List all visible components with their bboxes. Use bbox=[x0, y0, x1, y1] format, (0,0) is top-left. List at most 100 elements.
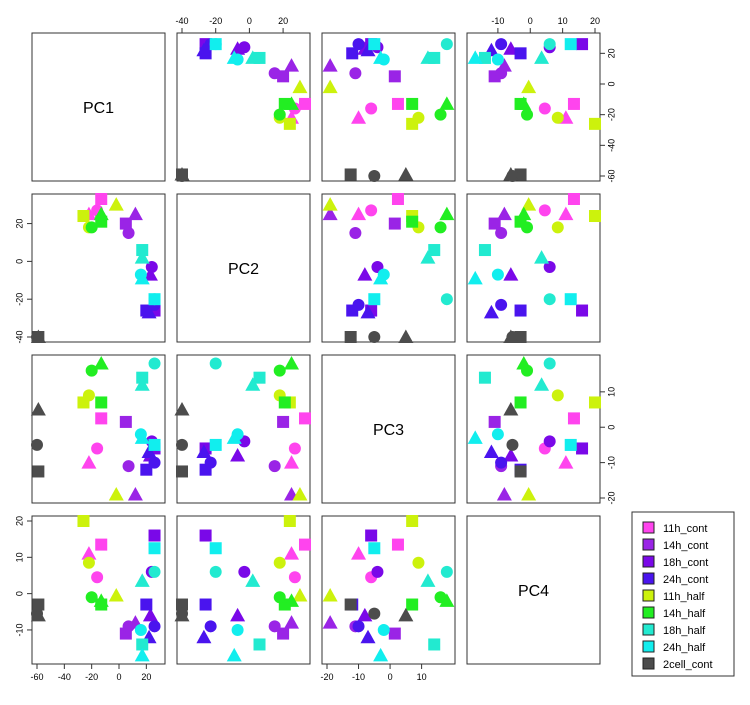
legend-label-18h_cont: 18h_cont bbox=[663, 557, 708, 569]
point-14h_cont-circle-pc3-pc1 bbox=[349, 67, 362, 80]
point-24h_cont-square-pc1-pc4 bbox=[140, 598, 153, 611]
point-2cell_cont-square-pc1-pc3 bbox=[32, 465, 45, 478]
point-18h_cont-circle-pc4-pc2 bbox=[543, 261, 556, 274]
y-tick-label-pc1: -60 bbox=[606, 169, 616, 182]
point-24h_half-square-pc4-pc3 bbox=[564, 438, 577, 451]
x-tick-label-pc1: 20 bbox=[141, 672, 151, 682]
point-2cell_cont-triangle-pc4-pc1 bbox=[503, 166, 519, 181]
point-24h_cont-triangle-pc2-pc1 bbox=[196, 42, 212, 57]
point-24h_half-square-pc1-pc2 bbox=[148, 293, 161, 306]
point-11h_half-triangle-pc1-pc4 bbox=[108, 587, 124, 602]
point-24h_half-square-pc1-pc4 bbox=[148, 542, 161, 555]
diagonal-label-pc4: PC4 bbox=[518, 583, 549, 600]
point-24h_half-triangle-pc4-pc2 bbox=[467, 270, 483, 285]
y-tick-label-pc4: 0 bbox=[14, 591, 24, 596]
x-tick-label-pc1: 0 bbox=[116, 672, 121, 682]
point-2cell_cont-triangle-pc4-pc2 bbox=[503, 329, 519, 343]
point-14h_cont-circle-pc4-pc2 bbox=[495, 227, 508, 240]
point-24h_cont-circle-pc4-pc3 bbox=[495, 456, 508, 469]
point-11h_half-triangle-pc3-pc2 bbox=[322, 197, 338, 211]
point-24h_half-square-pc2-pc3 bbox=[209, 438, 222, 451]
point-24h_cont-triangle-pc1-pc2 bbox=[141, 304, 157, 319]
point-14h_half-circle-pc3-pc2 bbox=[434, 221, 447, 234]
point-14h_half-circle-pc2-pc3 bbox=[273, 364, 286, 377]
point-11h_cont-square-pc1-pc4 bbox=[95, 538, 108, 551]
point-11h_cont-square-pc1-pc2 bbox=[95, 193, 108, 205]
point-24h_cont-circle-pc4-pc1 bbox=[495, 38, 508, 51]
point-2cell_cont-square-pc2-pc4 bbox=[176, 598, 188, 611]
point-14h_cont-square-pc1-pc2 bbox=[119, 217, 132, 230]
x-tick-label-pc2: -40 bbox=[175, 16, 188, 26]
point-14h_cont-square-pc4-pc3 bbox=[488, 415, 501, 428]
point-24h_half-triangle-pc1-pc4 bbox=[134, 647, 150, 662]
point-24h_cont-square-pc4-pc2 bbox=[514, 304, 527, 317]
point-11h_half-circle-pc3-pc4 bbox=[412, 556, 425, 569]
point-18h_cont-triangle-pc3-pc2 bbox=[357, 267, 373, 281]
legend-swatch-24h_half bbox=[642, 640, 655, 653]
legend-swatch-2cell_cont bbox=[642, 657, 655, 670]
panel-pc3-vs-pc4 bbox=[466, 354, 601, 504]
y-tick-label-pc4: -10 bbox=[14, 623, 24, 636]
point-14h_cont-square-pc3-pc2 bbox=[388, 217, 401, 230]
point-24h_half-square-pc4-pc1 bbox=[564, 38, 577, 51]
point-18h_half-triangle-pc3-pc4 bbox=[420, 573, 436, 587]
point-24h_cont-triangle-pc4-pc3 bbox=[483, 444, 499, 458]
point-24h_half-square-pc1-pc3 bbox=[148, 438, 161, 451]
point-18h_half-triangle-pc4-pc2 bbox=[534, 250, 550, 264]
point-18h_cont-circle-pc1-pc2 bbox=[145, 261, 158, 274]
panel-pc1-vs-pc1 bbox=[31, 32, 166, 182]
point-24h_cont-circle-pc3-pc2 bbox=[352, 298, 365, 311]
legend-swatch-14h_half bbox=[642, 606, 655, 619]
y-tick-label-pc3: 10 bbox=[606, 387, 616, 397]
point-24h_half-circle-pc4-pc1 bbox=[491, 53, 504, 66]
point-11h_half-square-pc4-pc3 bbox=[589, 396, 601, 409]
point-18h_half-triangle-pc1-pc2 bbox=[134, 250, 150, 264]
point-2cell_cont-triangle-pc3-pc4 bbox=[398, 607, 414, 622]
point-24h_cont-circle-pc3-pc4 bbox=[352, 620, 365, 633]
point-2cell_cont-square-pc3-pc2 bbox=[344, 331, 357, 343]
x-tick-label-pc4: 10 bbox=[558, 16, 568, 26]
legend-label-14h_half: 14h_half bbox=[663, 608, 706, 620]
point-18h_half-circle-pc2-pc4 bbox=[209, 565, 222, 578]
point-18h_half-triangle-pc4-pc3 bbox=[534, 377, 550, 391]
point-14h_half-triangle-pc3-pc1 bbox=[439, 96, 455, 110]
point-14h_half-triangle-pc2-pc3 bbox=[284, 356, 300, 370]
point-11h_cont-circle-pc4-pc1 bbox=[538, 102, 551, 115]
y-tick-label-pc1: 20 bbox=[606, 48, 616, 58]
point-24h_half-circle-pc2-pc4 bbox=[231, 623, 244, 636]
point-24h_half-triangle-pc1-pc2 bbox=[134, 270, 150, 285]
point-18h_half-triangle-pc3-pc1 bbox=[420, 50, 436, 64]
point-11h_half-circle-pc3-pc1 bbox=[412, 111, 425, 124]
point-18h_cont-triangle-pc1-pc4 bbox=[142, 607, 158, 622]
point-11h_half-square-pc1-pc2 bbox=[77, 210, 90, 223]
point-18h_half-triangle-pc1-pc3 bbox=[134, 377, 150, 391]
point-11h_cont-triangle-pc2-pc3 bbox=[284, 455, 300, 469]
point-18h_cont-square-pc4-pc3 bbox=[576, 442, 589, 455]
x-tick-label-pc4: 0 bbox=[528, 16, 533, 26]
point-24h_cont-triangle-pc2-pc4 bbox=[196, 629, 212, 644]
point-18h_cont-triangle-pc1-pc2 bbox=[142, 267, 158, 281]
x-tick-label-pc1: -40 bbox=[58, 672, 71, 682]
point-18h_cont-triangle-pc2-pc3 bbox=[230, 448, 246, 462]
x-tick-label-pc4: 20 bbox=[590, 16, 600, 26]
point-14h_cont-circle-pc1-pc2 bbox=[122, 227, 135, 240]
point-11h_half-circle-pc1-pc3 bbox=[82, 389, 95, 402]
point-11h_cont-circle-pc2-pc4 bbox=[288, 571, 301, 584]
point-24h_half-square-pc4-pc2 bbox=[564, 293, 577, 306]
point-24h_half-square-pc3-pc1 bbox=[368, 38, 381, 51]
point-14h_half-circle-pc1-pc3 bbox=[85, 364, 98, 377]
point-14h_half-triangle-pc3-pc2 bbox=[439, 206, 455, 221]
point-14h_cont-triangle-pc1-pc3 bbox=[127, 486, 143, 501]
point-11h_cont-triangle-pc1-pc4 bbox=[81, 546, 97, 560]
point-18h_half-circle-pc3-pc2 bbox=[440, 293, 453, 306]
point-11h_cont-triangle-pc4-pc2 bbox=[558, 206, 574, 221]
x-tick-label-pc3: 0 bbox=[388, 672, 393, 682]
point-24h_half-triangle-pc2-pc4 bbox=[226, 647, 242, 662]
point-11h_half-triangle-pc2-pc1 bbox=[292, 79, 308, 94]
point-18h_half-square-pc4-pc2 bbox=[478, 244, 491, 257]
point-11h_cont-triangle-pc1-pc3 bbox=[81, 455, 97, 469]
legend-label-24h_half: 24h_half bbox=[663, 642, 706, 654]
point-18h_half-triangle-pc3-pc2 bbox=[420, 250, 436, 264]
point-14h_cont-triangle-pc2-pc4 bbox=[284, 615, 300, 629]
